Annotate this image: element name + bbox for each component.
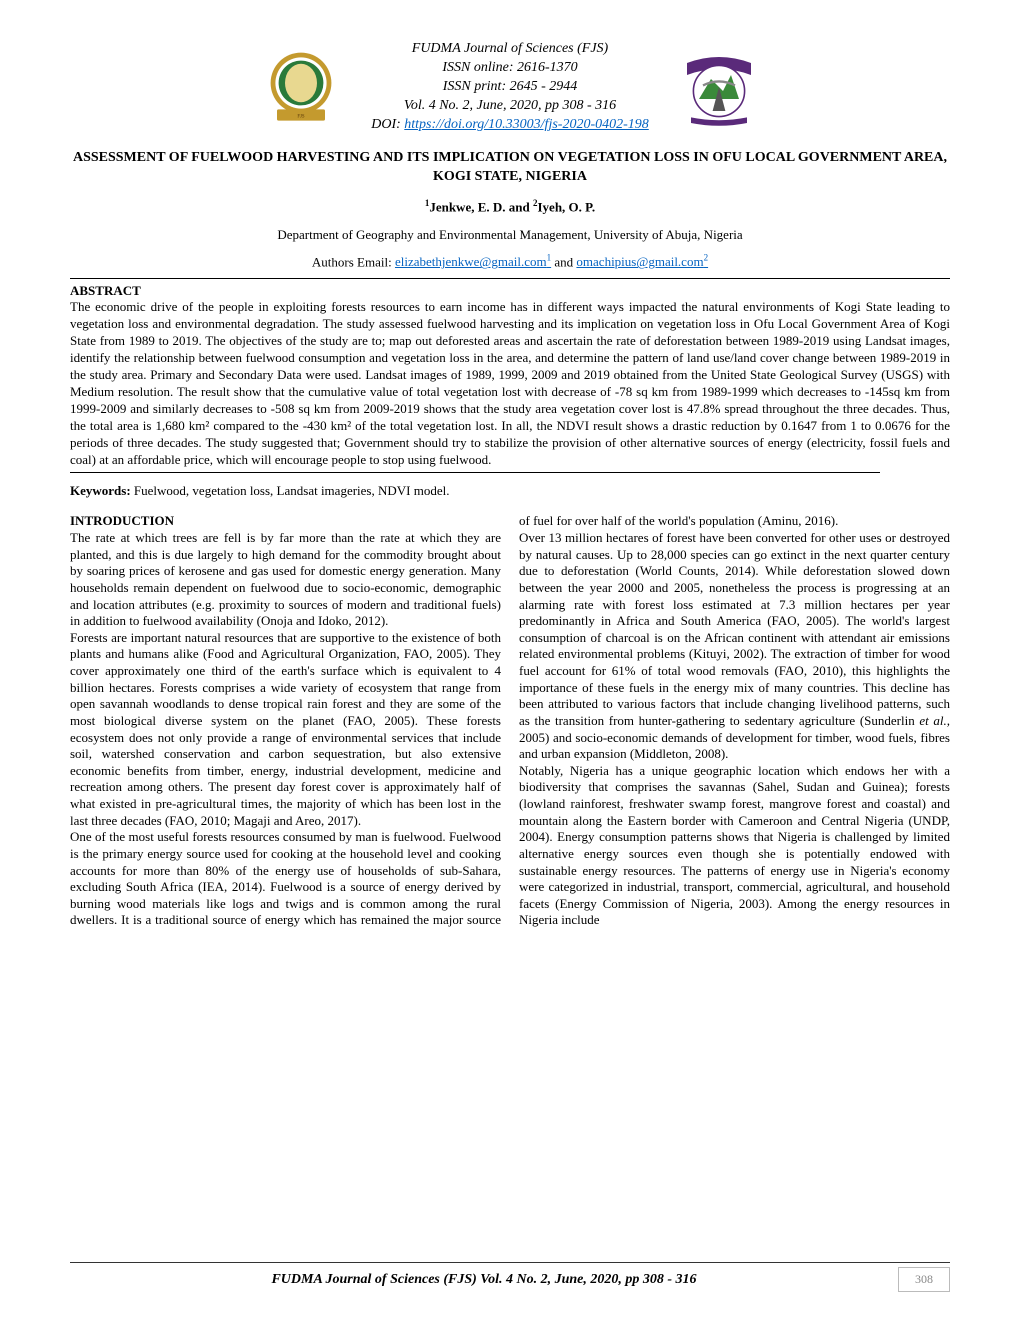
intro-p2: Forests are important natural resources … (70, 630, 501, 828)
intro-heading: INTRODUCTION (70, 513, 174, 528)
affiliation: Department of Geography and Environmenta… (70, 227, 950, 243)
header-row: FJS FUDMA Journal of Sciences (FJS) ISSN… (70, 40, 950, 134)
email-link-2[interactable]: omachipius@gmail.com2 (576, 254, 708, 269)
keywords-text: Fuelwood, vegetation loss, Landsat image… (134, 483, 450, 498)
doi-link[interactable]: https://doi.org/10.33003/fjs-2020-0402-1… (404, 117, 648, 132)
issn-print: ISSN print: 2645 - 2944 (371, 78, 649, 97)
intro-p5-italic: et al., (919, 713, 950, 728)
divider-bottom (70, 472, 880, 473)
fjs-logo-icon: FJS (261, 47, 341, 127)
page-footer: FUDMA Journal of Sciences (FJS) Vol. 4 N… (70, 1262, 950, 1292)
emails-label: Authors Email: (312, 254, 395, 269)
doi-line: DOI: https://doi.org/10.33003/fjs-2020-0… (371, 116, 649, 135)
authors: 1Jenkwe, E. D. and 2Iyeh, O. P. (70, 198, 950, 215)
author-emails: Authors Email: elizabethjenkwe@gmail.com… (70, 253, 950, 270)
footer-text: FUDMA Journal of Sciences (FJS) Vol. 4 N… (70, 1272, 898, 1288)
journal-name: FUDMA Journal of Sciences (FJS) (371, 40, 649, 59)
body-columns: INTRODUCTION The rate at which trees are… (70, 513, 950, 929)
email-link-1[interactable]: elizabethjenkwe@gmail.com1 (395, 254, 551, 269)
svg-text:FJS: FJS (298, 115, 306, 120)
emails-and: and (551, 254, 576, 269)
doi-label: DOI: (371, 117, 404, 132)
keywords-label: Keywords: (70, 483, 134, 498)
page-number: 308 (898, 1267, 950, 1292)
intro-p6: Notably, Nigeria has a unique geographic… (519, 763, 950, 928)
intro-p1: The rate at which trees are fell is by f… (70, 530, 501, 628)
issn-online: ISSN online: 2616-1370 (371, 59, 649, 78)
university-logo-icon (679, 47, 759, 127)
paper-title: ASSESSMENT OF FUELWOOD HARVESTING AND IT… (70, 149, 950, 185)
divider-top (70, 278, 950, 279)
intro-p5: Over 13 million hectares of forest have … (519, 530, 950, 728)
abstract-body: The economic drive of the people in expl… (70, 299, 950, 468)
journal-meta: FUDMA Journal of Sciences (FJS) ISSN onl… (371, 40, 649, 134)
volume-info: Vol. 4 No. 2, June, 2020, pp 308 - 316 (371, 97, 649, 116)
intro-p5-cont: 2005) and socio-economic demands of deve… (519, 730, 950, 762)
keywords: Keywords: Fuelwood, vegetation loss, Lan… (70, 483, 950, 499)
abstract-heading: ABSTRACT (70, 283, 950, 299)
